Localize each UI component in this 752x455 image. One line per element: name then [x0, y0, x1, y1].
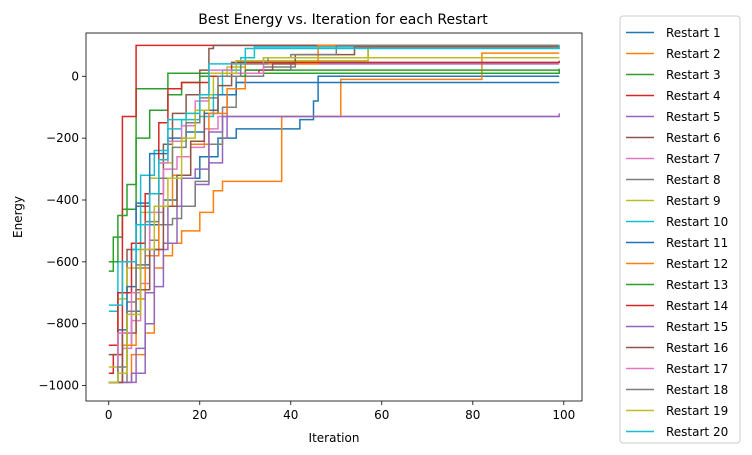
legend-label: Restart 17	[666, 362, 728, 376]
y-tick-label: 0	[71, 69, 79, 83]
y-tick-label: −800	[46, 317, 79, 331]
plot-frame	[85, 32, 583, 402]
y-tick-label: −200	[46, 131, 79, 145]
series-line-restart-7	[108, 115, 560, 384]
series-line-restart-5	[108, 63, 560, 384]
series-line-restart-15	[108, 113, 560, 384]
plot-area	[85, 32, 583, 402]
legend-label: Restart 9	[666, 194, 721, 208]
series-line-restart-13	[108, 69, 560, 263]
legend-label: Restart 15	[666, 320, 728, 334]
y-tick-label: −400	[46, 193, 79, 207]
x-axis: 0 20 40 60 80 100	[105, 401, 575, 422]
y-tick-label: −600	[46, 255, 79, 269]
legend-label: Restart 5	[666, 110, 721, 124]
legend-label: Restart 14	[666, 299, 728, 313]
series-line-restart-2	[108, 52, 560, 384]
x-tick-label: 40	[283, 408, 298, 422]
legend-label: Restart 6	[666, 131, 721, 145]
y-axis: −1000 −800 −600 −400 −200 0	[38, 69, 86, 393]
x-tick-label: 80	[465, 408, 480, 422]
legend-label: Restart 3	[666, 68, 721, 82]
legend-label: Restart 16	[666, 341, 728, 355]
legend-label: Restart 20	[666, 425, 728, 439]
series-line-restart-20	[108, 45, 560, 306]
legend-label: Restart 13	[666, 278, 728, 292]
series-line-restart-16	[108, 46, 560, 384]
legend-label: Restart 18	[666, 383, 728, 397]
legend-label: Restart 4	[666, 89, 721, 103]
legend-label: Restart 12	[666, 257, 728, 271]
chart-title: Best Energy vs. Iteration for each Resta…	[198, 12, 488, 28]
x-tick-label: 0	[105, 408, 113, 422]
legend-label: Restart 19	[666, 404, 728, 418]
legend-label: Restart 10	[666, 215, 728, 229]
legend-label: Restart 8	[666, 173, 721, 187]
series-line-restart-8	[108, 44, 560, 384]
legend-label: Restart 7	[666, 152, 721, 166]
x-axis-label: Iteration	[309, 431, 360, 445]
x-tick-label: 60	[374, 408, 389, 422]
legend-label: Restart 11	[666, 236, 728, 250]
x-tick-label: 100	[552, 408, 575, 422]
y-axis-label: Energy	[11, 196, 25, 238]
legend-label: Restart 2	[666, 47, 721, 61]
y-tick-label: −1000	[38, 379, 79, 393]
legend-box	[619, 15, 741, 444]
legend-label: Restart 1	[666, 26, 721, 40]
x-tick-label: 20	[192, 408, 207, 422]
legend: Restart 1 Restart 2 Restart 3 Restart 4 Rest…	[619, 15, 741, 444]
